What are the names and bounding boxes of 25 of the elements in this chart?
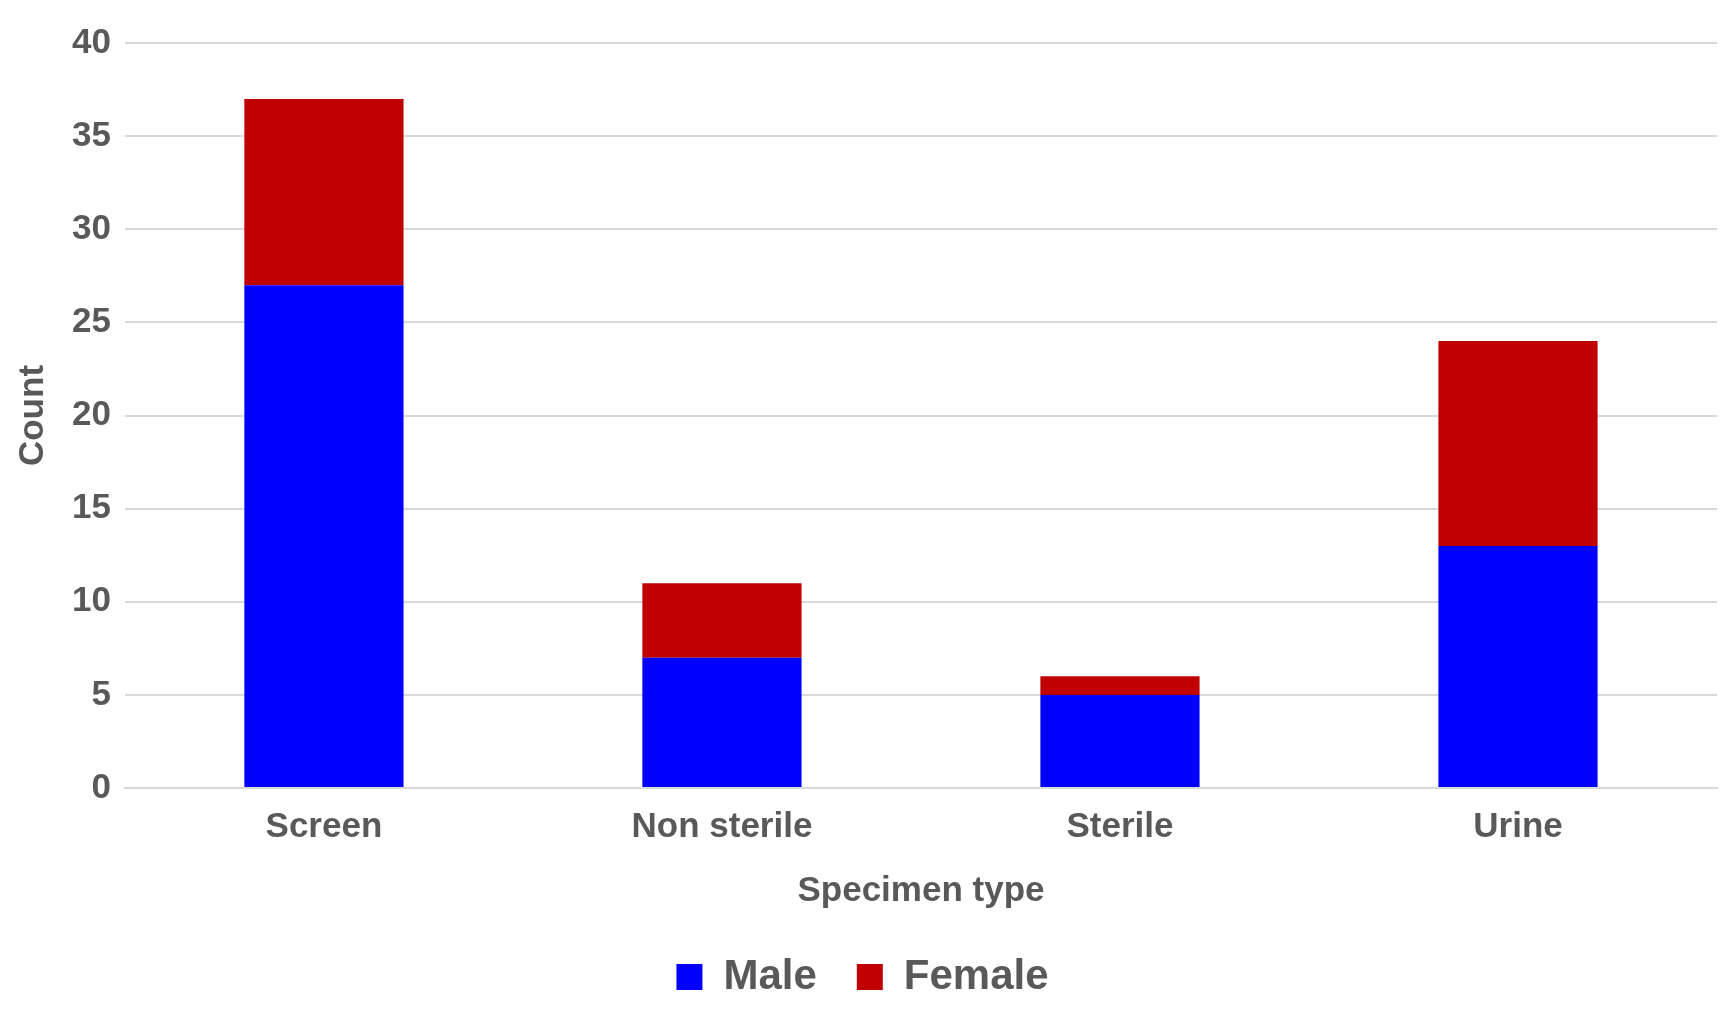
- y-tick-label: 15: [71, 486, 111, 526]
- bar: [1040, 694, 1200, 787]
- y-tick-label: 5: [91, 672, 111, 712]
- bar: [1438, 341, 1598, 546]
- y-axis-title: Count: [10, 364, 50, 467]
- x-tick-label: Non sterile: [631, 804, 813, 844]
- y-tick-label: 0: [91, 765, 111, 805]
- bar: [244, 98, 404, 286]
- y-tick-label: 20: [71, 393, 111, 433]
- y-tick-label: 10: [71, 579, 111, 619]
- bar: [244, 285, 404, 787]
- bar: [1040, 676, 1200, 695]
- bar: [642, 583, 802, 658]
- y-tick-label: 35: [71, 113, 111, 153]
- x-tick-label: Sterile: [1066, 804, 1174, 844]
- x-tick-label: Screen: [265, 804, 383, 844]
- bar: [642, 657, 802, 787]
- y-tick-label: 25: [71, 300, 111, 340]
- legend-label: Female: [903, 950, 1049, 998]
- x-tick-label: Urine: [1473, 804, 1563, 844]
- legend-label: Male: [723, 950, 817, 998]
- y-tick-label: 30: [71, 206, 111, 246]
- x-axis-title: Specimen type: [797, 868, 1045, 908]
- bar: [1438, 545, 1598, 787]
- y-tick-label: 40: [71, 20, 111, 60]
